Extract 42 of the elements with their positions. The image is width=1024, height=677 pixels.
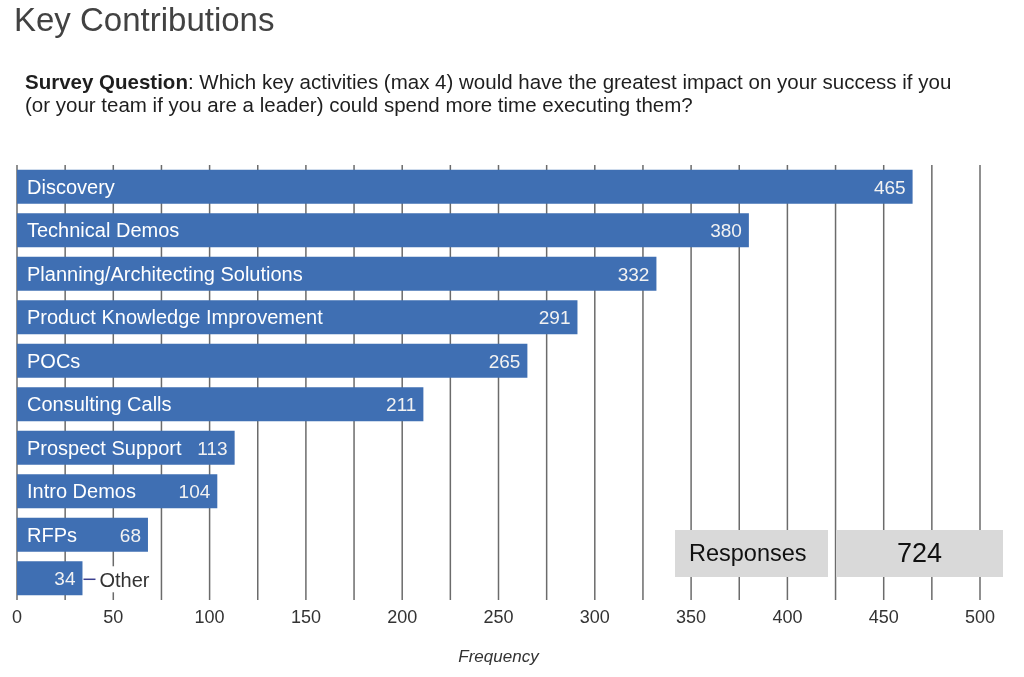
y-tick-label: Technical Demos bbox=[27, 219, 180, 242]
x-tick-label: 50 bbox=[103, 606, 124, 627]
chart-subtitle: Survey Question: Which key activities (max 4) would have the greatest impact on your success if you (or your team if you are a leader) could spend more time executing them? bbox=[25, 70, 952, 116]
annotation: Responses bbox=[689, 540, 807, 567]
bar bbox=[17, 387, 424, 422]
y-tick-label: Planning/Architecting Solutions bbox=[27, 262, 303, 285]
y-tick-label: RFPs bbox=[27, 523, 77, 546]
y-tick-label: Product Knowledge Improvement bbox=[27, 306, 324, 329]
bar bbox=[17, 256, 657, 291]
x-tick-label: 200 bbox=[387, 606, 418, 627]
y-tick-label: Consulting Calls bbox=[27, 393, 172, 416]
x-tick-label: 0 bbox=[11, 606, 23, 627]
x-tick-label: 250 bbox=[483, 606, 514, 627]
x-tick-label: 500 bbox=[964, 606, 996, 627]
data-label: 104 bbox=[178, 481, 211, 503]
y-tick-label: Discovery bbox=[27, 175, 115, 198]
x-tick-label: 400 bbox=[772, 606, 803, 627]
chart-title: Key Contributions bbox=[14, 1, 275, 39]
data-label: 68 bbox=[119, 524, 141, 546]
data-label: 265 bbox=[488, 350, 521, 372]
x-tick-label: 150 bbox=[290, 606, 321, 627]
bar bbox=[17, 561, 83, 596]
y-tick-label: POCs bbox=[27, 349, 81, 372]
annotation: 724 bbox=[896, 538, 943, 569]
y-tick-label: Other bbox=[99, 569, 150, 592]
data-label: 113 bbox=[197, 437, 228, 459]
x-tick-label: 300 bbox=[579, 606, 610, 627]
data-label: 291 bbox=[538, 307, 571, 329]
y-tick-label: Prospect Support bbox=[27, 436, 182, 459]
bar bbox=[17, 343, 528, 378]
bar bbox=[17, 169, 913, 204]
data-label: 332 bbox=[617, 263, 650, 285]
data-label: 34 bbox=[54, 568, 76, 590]
data-label: 465 bbox=[873, 176, 906, 198]
data-label: 211 bbox=[386, 394, 417, 416]
x-tick-label: 100 bbox=[194, 606, 225, 627]
y-tick-label: Intro Demos bbox=[27, 480, 136, 503]
x-axis-title: Frequency bbox=[458, 647, 541, 666]
data-label: 380 bbox=[710, 220, 742, 242]
bar bbox=[17, 213, 749, 248]
x-tick-label: 450 bbox=[868, 606, 899, 627]
x-tick-label: 350 bbox=[676, 606, 707, 627]
